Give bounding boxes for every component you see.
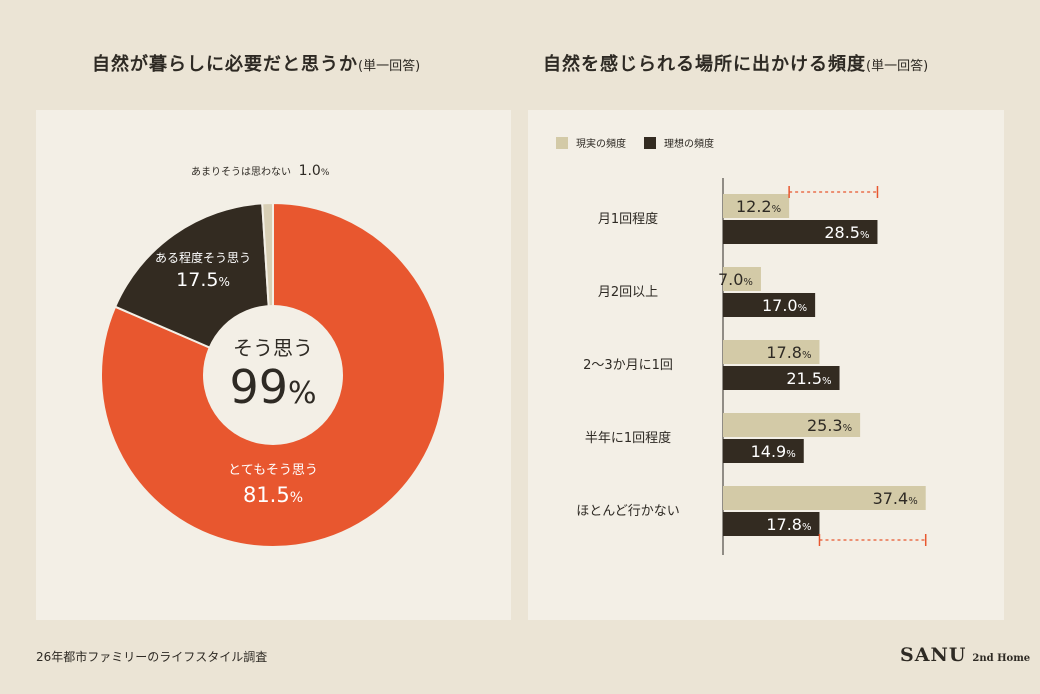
bar-value-label: 14.9% <box>751 442 796 461</box>
right-chart-title: 自然を感じられる場所に出かける頻度(単一回答) <box>543 50 928 76</box>
bar-value-label: 7.0% <box>718 270 753 289</box>
logo-sub: 2nd Home <box>972 653 1031 664</box>
left-title-note: (単一回答) <box>358 59 421 74</box>
sanu-logo: SANU 2nd Home <box>900 644 1030 666</box>
bar-value-label: 17.8% <box>766 343 811 362</box>
bar <box>723 267 761 291</box>
slice-value: 81.5% <box>243 483 303 507</box>
bar-value-label: 28.5% <box>824 223 869 242</box>
left-chart-title: 自然が暮らしに必要だと思うか(単一回答) <box>92 50 420 76</box>
category-label: 2〜3か月に1回 <box>583 358 673 373</box>
legend-swatch <box>644 137 656 149</box>
bar <box>723 413 861 437</box>
bar-value-label: 37.4% <box>873 489 918 508</box>
legend-swatch <box>556 137 568 149</box>
bar <box>723 512 820 536</box>
slice-value: 17.5% <box>176 269 230 291</box>
category-label: 月1回程度 <box>598 211 658 227</box>
slice-label: あまりそうは思わない <box>191 166 291 178</box>
donut-hole <box>203 305 343 445</box>
slice-label: ある程度そう思う <box>155 250 251 265</box>
logo-brand: SANU <box>900 644 967 666</box>
left-title-main: 自然が暮らしに必要だと思うか <box>92 54 358 75</box>
donut-center-value: 99% <box>229 360 316 414</box>
bar-value-label: 12.2% <box>736 197 781 216</box>
bar-value-label: 25.3% <box>807 416 852 435</box>
slice-value: 1.0% <box>299 163 330 179</box>
bar <box>723 220 878 244</box>
category-label: ほとんど行かない <box>576 504 680 519</box>
donut-center-label: そう思う <box>233 336 313 360</box>
slice-label: とてもそう思う <box>228 463 318 478</box>
category-label: 半年に1回程度 <box>585 430 671 446</box>
donut-chart-panel: そう思う 99% とてもそう思う 81.5% ある程度そう思う 17.5% あまりそうは思わ… <box>36 110 511 620</box>
bar <box>723 293 816 317</box>
bar <box>723 439 804 463</box>
bar-value-label: 17.0% <box>762 296 807 315</box>
bar <box>723 486 926 510</box>
survey-source: 26年都市ファミリーのライフスタイル調査 <box>36 650 268 664</box>
right-title-note: (単一回答) <box>866 59 929 74</box>
right-title-main: 自然を感じられる場所に出かける頻度 <box>543 54 866 75</box>
bar <box>723 340 820 364</box>
legend-label: 現実の頻度 <box>576 137 626 150</box>
category-label: 月2回以上 <box>598 285 658 300</box>
bar-value-label: 17.8% <box>766 515 811 534</box>
bar <box>723 366 840 390</box>
legend-label: 理想の頻度 <box>664 137 714 150</box>
bar-chart-panel: 現実の頻度 理想の頻度月1回程度 12.2% 28.5% 月2回以上 7.0% 17.0% 2… <box>528 110 1004 620</box>
bar-value-label: 21.5% <box>786 369 831 388</box>
bar <box>723 194 790 218</box>
